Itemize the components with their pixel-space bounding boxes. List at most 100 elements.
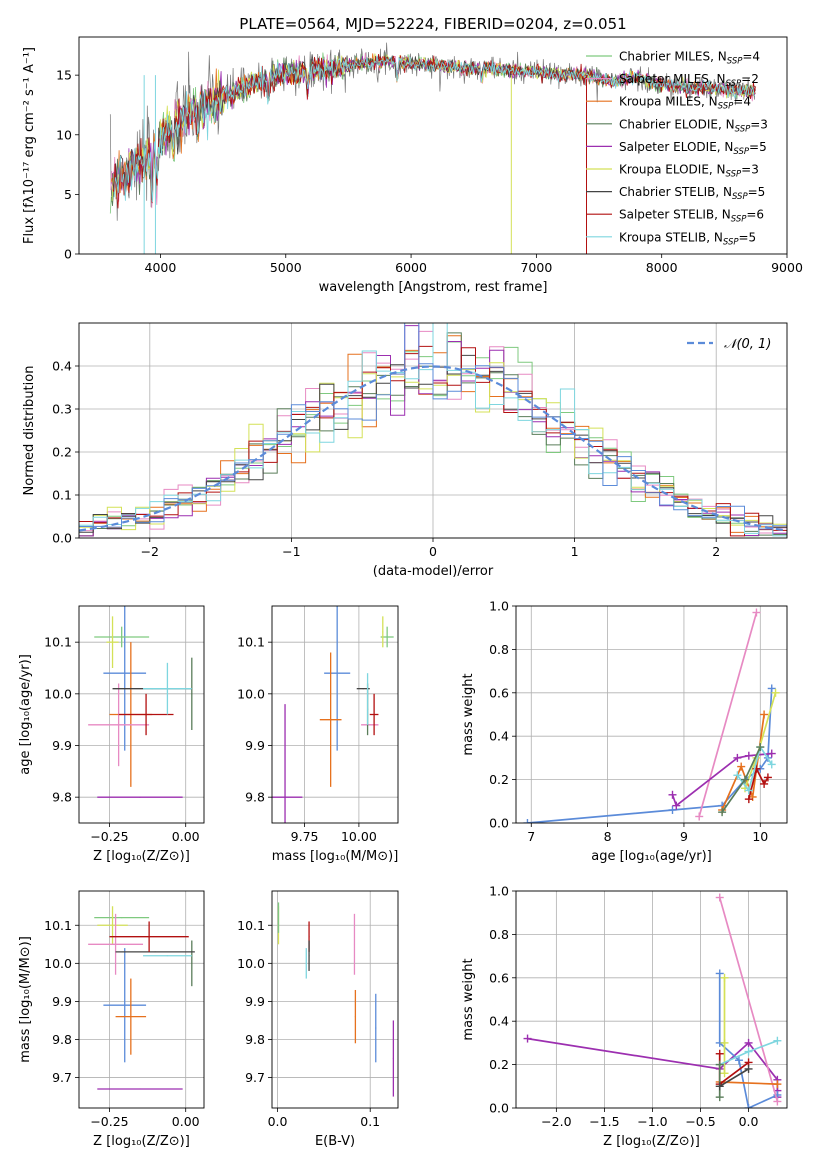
- error-bar-point: [361, 724, 379, 726]
- error-bar-point: [191, 940, 193, 987]
- error-bar-point: [97, 796, 183, 798]
- y-tick-label: 9.8: [52, 1032, 72, 1047]
- error-bar-point: [375, 993, 377, 1063]
- x-tick-label: −2.0: [541, 1114, 571, 1129]
- weight-marker: [773, 1097, 782, 1106]
- x-tick-label: 7000: [520, 260, 552, 275]
- x-tick-label: 9.75: [291, 829, 319, 844]
- x-axis-label: (data-model)/error: [373, 564, 494, 579]
- weight-marker: [752, 608, 761, 617]
- error-bar-point: [191, 657, 193, 730]
- mass-vs-Z-frame: [78, 890, 205, 1109]
- weight-marker: [744, 795, 753, 804]
- error-bar-point: [115, 951, 195, 953]
- y-tick-label: 0.2: [489, 772, 509, 787]
- y-tick-label: 0.8: [489, 927, 509, 942]
- x-axis-label: mass [log₁₀(M/M⊙)]: [272, 849, 399, 864]
- weight-marker: [715, 1093, 724, 1102]
- y-tick-label: 0.4: [52, 359, 72, 374]
- y-tick-label: 9.8: [52, 790, 72, 805]
- weight-marker: [672, 801, 681, 810]
- weight-marker: [760, 710, 769, 719]
- weight-marker: [771, 688, 780, 697]
- weight-marker: [715, 1060, 724, 1069]
- error-bar-point: [143, 955, 192, 957]
- legend-label: Kroupa STELIB, NSSP=5: [619, 230, 756, 247]
- y-tick-label: 10.0: [44, 956, 72, 971]
- y-tick-label: 10.0: [237, 686, 265, 701]
- error-bar-point: [392, 1020, 395, 1097]
- chart-title: PLATE=0564, MJD=52224, FIBERID=0204, z=0…: [239, 15, 626, 33]
- weight-marker: [715, 1082, 724, 1091]
- x-tick-label: 4000: [145, 260, 177, 275]
- weight-vs-Z-frame: [515, 890, 788, 1109]
- error-bar-point: [109, 921, 189, 952]
- error-bar-point: [369, 693, 379, 736]
- weight-vs-age-axes: 7 8 9 10 0.0 0.2 0.4 0.6 0.8 1.0 age [log₁₀(age/yr…: [461, 599, 787, 864]
- residuals-axes: −2 −1 0 1 2 0.0 0.1 0.2 0.3 0.4 (data-model)/error…: [22, 323, 787, 579]
- y-tick-label: 10.1: [44, 635, 72, 650]
- x-axis-label: E(B-V): [315, 1134, 355, 1149]
- x-tick-label: −1.0: [637, 1114, 667, 1129]
- y-tick-label: 10.1: [44, 918, 72, 933]
- y-tick-label: 9.8: [245, 790, 265, 805]
- y-axis-label: mass weight: [461, 673, 476, 755]
- x-tick-label: 9: [680, 829, 688, 844]
- error-bar-point: [88, 683, 150, 767]
- legend-label: Chabrier MILES, NSSP=4: [619, 50, 760, 67]
- weight-marker: [715, 969, 724, 978]
- weight-vs-Z-lines: [523, 893, 782, 1108]
- weight-marker: [718, 808, 727, 817]
- y-tick-label: 0.2: [52, 445, 72, 460]
- model-spectrum: [112, 55, 756, 202]
- mass-vs-EBV-points: [277, 902, 395, 1097]
- x-tick-label: 8000: [646, 260, 678, 275]
- residual-histogram: [79, 323, 787, 537]
- x-tick-label: 2: [712, 544, 720, 559]
- error-bar-point: [308, 940, 310, 971]
- y-tick-label: 0.6: [489, 970, 509, 985]
- weight-marker: [715, 1049, 724, 1058]
- x-tick-label: 5000: [270, 260, 302, 275]
- weight-marker: [767, 760, 776, 769]
- weight-marker: [744, 1104, 753, 1108]
- x-tick-label: 0.0: [268, 1114, 288, 1129]
- weight-marker: [760, 779, 769, 788]
- normal-curve: [79, 365, 787, 532]
- legend-label: Chabrier ELODIE, NSSP=3: [619, 117, 768, 134]
- error-bar-point: [354, 989, 357, 1044]
- age-vs-Z-frame: [78, 605, 205, 824]
- x-tick-label: −0.25: [90, 829, 128, 844]
- x-tick-label: −1: [282, 544, 300, 559]
- y-tick-label: 1.0: [489, 884, 509, 899]
- y-tick-label: 0.0: [52, 531, 72, 546]
- error-bar-point: [94, 626, 150, 648]
- x-tick-label: 0: [429, 544, 437, 559]
- error-bar-point: [106, 616, 119, 668]
- x-tick-label: 0.00: [172, 1114, 200, 1129]
- x-tick-label: 1: [571, 544, 579, 559]
- y-tick-label: 9.9: [52, 994, 72, 1009]
- error-bar-point: [272, 704, 303, 823]
- y-tick-label: 9.9: [245, 738, 265, 753]
- error-bar-point: [94, 916, 150, 919]
- error-bar-point: [319, 652, 342, 787]
- error-bar-point: [143, 662, 192, 715]
- legend-label: 𝒩(0, 1): [724, 337, 771, 352]
- weight-marker: [668, 805, 677, 814]
- x-tick-label: −2: [141, 544, 159, 559]
- x-tick-label: 10.00: [341, 829, 377, 844]
- x-tick-label: 8: [604, 829, 612, 844]
- weight-vs-Z-axes: −2.0 −1.5 −1.0 −0.5 0.0 0.0 0.2 0.4 0.6 0.8 1.0 Z […: [461, 884, 787, 1149]
- legend-label: Salpeter ELODIE, NSSP=5: [619, 140, 767, 157]
- error-bar-point: [382, 616, 384, 648]
- y-tick-label: 10.1: [237, 635, 265, 650]
- weight-marker: [720, 973, 729, 982]
- x-tick-label: 6000: [395, 260, 427, 275]
- y-tick-label: 0: [64, 247, 72, 262]
- y-tick-label: 0.2: [489, 1057, 509, 1072]
- weight-marker: [720, 1069, 729, 1078]
- weight-marker: [668, 790, 677, 799]
- weight-marker: [744, 1064, 753, 1073]
- histograms: [79, 323, 787, 537]
